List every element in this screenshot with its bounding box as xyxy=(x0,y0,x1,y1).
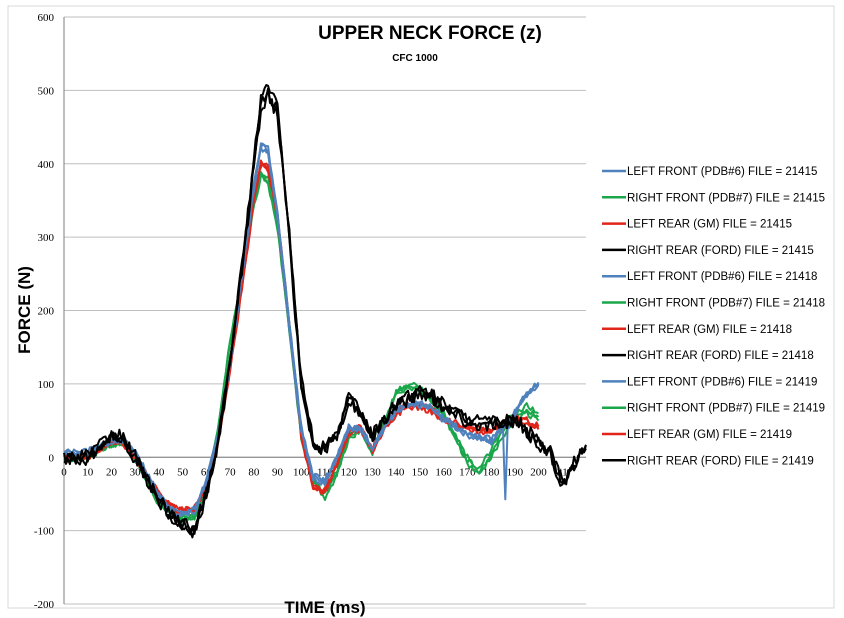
y-tick-label: 200 xyxy=(38,306,55,318)
y-tick-label: 0 xyxy=(49,452,55,464)
y-tick-label: -100 xyxy=(34,526,55,538)
x-tick-label: 10 xyxy=(82,466,94,478)
x-tick-label: 21 xyxy=(557,466,568,478)
legend: LEFT FRONT (PDB#6) FILE = 21415 RIGHT FRO… xyxy=(602,166,825,467)
y-axis: -200 -100 0 100 200 300 400 500 600 xyxy=(34,12,65,611)
x-tick-label: 90 xyxy=(272,466,284,478)
x-tick-label: 130 xyxy=(364,466,381,478)
y-tick-label: -200 xyxy=(34,599,55,611)
gridlines xyxy=(64,16,586,605)
y-tick-label: 400 xyxy=(38,159,55,171)
y-tick-label: 500 xyxy=(38,85,55,97)
series-line xyxy=(63,84,587,534)
y-tick-label: 600 xyxy=(38,12,55,24)
x-tick-label: 120 xyxy=(340,466,357,478)
x-tick-label: 150 xyxy=(412,466,429,478)
chart-subtitle: CFC 1000 xyxy=(392,53,438,64)
x-tick-label: 170 xyxy=(459,466,476,478)
legend-entry: LEFT REAR (GM) FILE = 21415 xyxy=(627,219,792,231)
x-tick-label: 80 xyxy=(248,466,260,478)
legend-entry: RIGHT REAR (FORD) FILE = 21415 xyxy=(627,245,814,257)
legend-entry: RIGHT REAR (FORD) FILE = 21418 xyxy=(627,350,814,362)
legend-entry: LEFT FRONT (PDB#6) FILE = 21415 xyxy=(627,166,817,178)
series-line xyxy=(63,142,540,516)
x-tick-label: 20 xyxy=(106,466,118,478)
x-tick-label: 50 xyxy=(177,466,189,478)
chart-title: UPPER NECK FORCE (z) xyxy=(318,23,542,44)
x-tick-label: 60 xyxy=(201,466,213,478)
legend-entry: LEFT FRONT (PDB#6) FILE = 21418 xyxy=(627,271,817,283)
legend-entry: LEFT REAR (GM) FILE = 21418 xyxy=(627,324,792,336)
plot-area xyxy=(63,84,587,539)
y-tick-label: 300 xyxy=(38,232,55,244)
x-tick-label: 160 xyxy=(435,466,452,478)
x-axis: 0 10 20 30 40 50 60 70 80 90 100 110 120 130 140 150 160… xyxy=(61,456,586,478)
x-tick-label: 140 xyxy=(388,466,405,478)
x-tick-label: 180 xyxy=(483,466,500,478)
x-tick-label: 200 xyxy=(530,466,547,478)
legend-entry: RIGHT FRONT (PDB#7) FILE = 21415 xyxy=(627,192,825,204)
chart-frame xyxy=(7,5,835,609)
x-tick-label: 30 xyxy=(130,466,142,478)
y-tick-label: 100 xyxy=(38,379,55,391)
x-tick-label: 70 xyxy=(225,466,237,478)
x-tick-label: 100 xyxy=(293,466,310,478)
x-axis-label: TIME (ms) xyxy=(284,598,365,617)
x-tick-label: 190 xyxy=(507,466,524,478)
x-tick-label: 40 xyxy=(153,466,165,478)
legend-entry: LEFT FRONT (PDB#6) FILE = 21419 xyxy=(627,376,817,388)
legend-entry: LEFT REAR (GM) FILE = 21419 xyxy=(627,429,792,441)
series-line xyxy=(63,159,540,512)
legend-entry: RIGHT FRONT (PDB#7) FILE = 21419 xyxy=(627,403,825,415)
x-tick-label: 0 xyxy=(61,466,67,478)
legend-entry: RIGHT REAR (FORD) FILE = 21419 xyxy=(627,455,814,467)
legend-entry: RIGHT FRONT (PDB#7) FILE = 21418 xyxy=(627,298,825,310)
y-axis-label: FORCE (N) xyxy=(15,266,34,354)
